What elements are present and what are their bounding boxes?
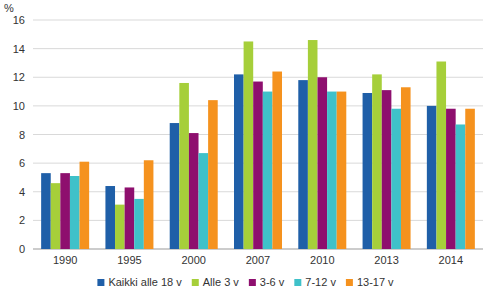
- bar: [308, 40, 318, 249]
- bar: [272, 72, 282, 249]
- bar: [465, 109, 475, 249]
- legend-swatch: [192, 279, 199, 286]
- bar: [327, 92, 337, 249]
- chart: % 0 2 4 6 8 10 12 14 16 1990 1995 2000 2007 2010 2013 20…: [0, 0, 491, 302]
- grid-line: [33, 48, 483, 49]
- y-tick-label: 12: [13, 71, 25, 83]
- bar: [427, 106, 437, 249]
- legend: Kaikki alle 18 v Alle 3 v 3-6 v 7-12 v 13-17…: [97, 276, 394, 288]
- bar: [446, 109, 456, 249]
- bar: [208, 100, 218, 249]
- legend-label: Alle 3 v: [203, 276, 240, 288]
- legend-label: Kaikki alle 18 v: [108, 276, 182, 288]
- bar: [134, 199, 144, 249]
- y-tick-label: 16: [13, 14, 25, 26]
- bar: [401, 87, 411, 249]
- bar: [382, 90, 392, 249]
- x-tick-label: 2010: [310, 254, 334, 266]
- bar: [80, 162, 90, 249]
- bar: [189, 133, 199, 249]
- legend-swatch: [249, 279, 256, 286]
- bar: [363, 93, 373, 249]
- y-tick-label: 6: [19, 157, 25, 169]
- y-tick-label: 10: [13, 100, 25, 112]
- bar: [391, 109, 401, 249]
- bar: [436, 62, 446, 249]
- grid-line: [33, 20, 483, 21]
- bar: [317, 77, 327, 249]
- bar: [125, 187, 135, 249]
- bar: [253, 82, 263, 249]
- y-tick-label: 8: [19, 129, 25, 141]
- x-tick-label: 2000: [181, 254, 205, 266]
- legend-swatch: [294, 279, 301, 286]
- bar: [70, 176, 80, 249]
- y-tick-label: 14: [13, 43, 25, 55]
- legend-swatch: [97, 279, 104, 286]
- y-tick-label: 0: [19, 243, 25, 255]
- bar: [179, 83, 189, 249]
- grid-line: [33, 77, 483, 78]
- bar: [144, 160, 154, 249]
- bar: [337, 92, 347, 249]
- y-tick-label: 2: [19, 214, 25, 226]
- bar: [115, 205, 125, 249]
- bar: [105, 186, 115, 249]
- legend-label: 13-17 v: [357, 276, 394, 288]
- x-tick-label: 1995: [117, 254, 141, 266]
- bar: [263, 92, 273, 249]
- x-tick-label: 2013: [374, 254, 398, 266]
- bars: [41, 40, 475, 249]
- bar: [456, 124, 466, 249]
- bar: [41, 173, 51, 249]
- bar: [199, 153, 209, 249]
- bar: [170, 123, 180, 249]
- bar: [244, 41, 254, 249]
- legend-label: 3-6 v: [260, 276, 285, 288]
- y-tick-label: 4: [19, 186, 25, 198]
- legend-swatch: [346, 279, 353, 286]
- bar: [234, 74, 244, 249]
- x-tick-label: 2007: [246, 254, 270, 266]
- bar: [298, 80, 308, 249]
- x-tick-label: 2014: [439, 254, 463, 266]
- y-label: %: [4, 2, 14, 14]
- legend-label: 7-12 v: [305, 276, 336, 288]
- bar: [51, 183, 61, 249]
- bar: [60, 173, 70, 249]
- x-tick-label: 1990: [53, 254, 77, 266]
- bar: [372, 74, 382, 249]
